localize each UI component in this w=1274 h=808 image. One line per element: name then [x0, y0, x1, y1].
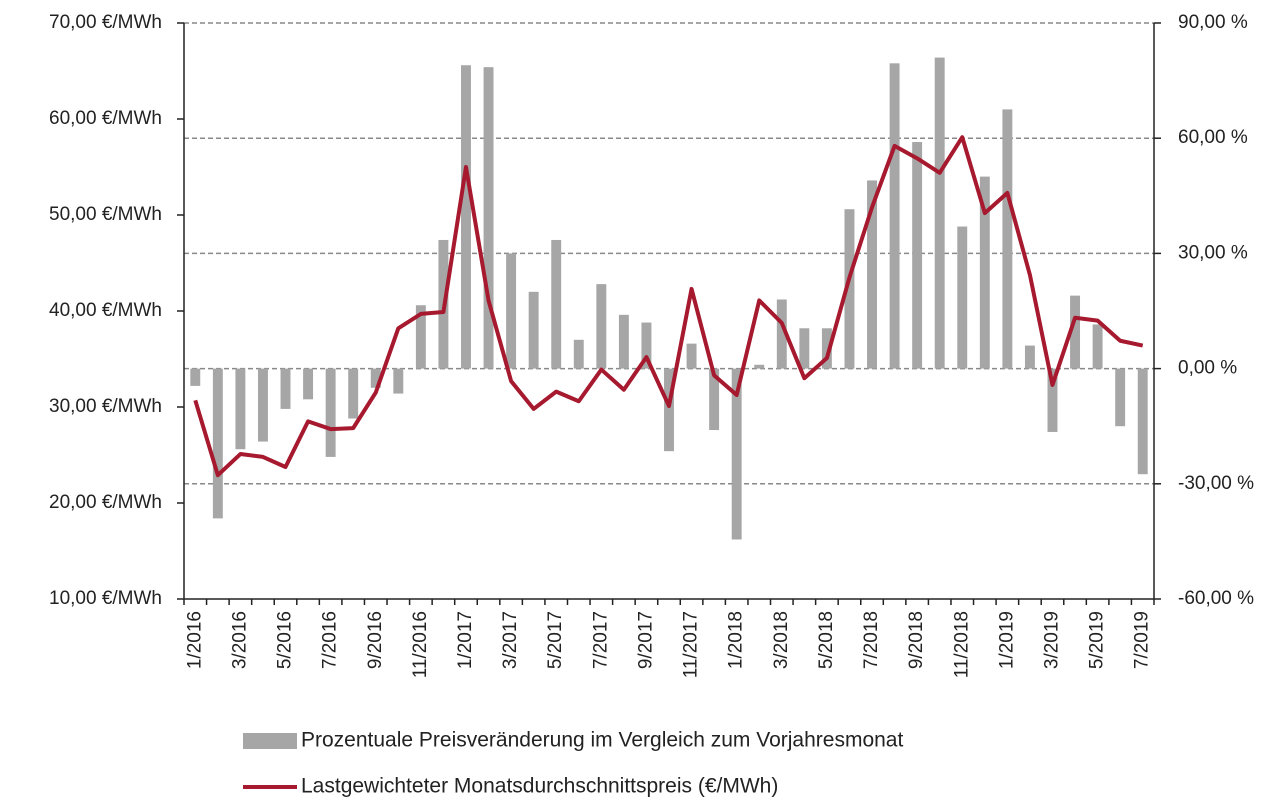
y2-tick-label: 60,00 %: [1178, 127, 1248, 148]
x-tick-label: 5/2016: [275, 611, 296, 669]
bar: [979, 176, 990, 369]
x-tick-label: 5/2018: [816, 611, 837, 669]
x-tick-label: 5/2017: [545, 611, 566, 669]
bar: [844, 209, 855, 369]
x-tick-label: 3/2019: [1042, 611, 1063, 669]
x-tick-label: 1/2019: [996, 611, 1017, 669]
x-tick-label: 7/2019: [1132, 611, 1153, 669]
bar: [1115, 368, 1126, 427]
bar: [731, 368, 742, 540]
x-tick-label: 7/2018: [861, 611, 882, 669]
bar: [415, 305, 426, 369]
y-tick-label: 60,00 €/MWh: [49, 108, 162, 129]
bar: [1092, 324, 1103, 369]
bar: [506, 253, 517, 369]
bar: [821, 328, 832, 369]
bar: [754, 364, 765, 369]
bar: [303, 368, 314, 400]
bar: [348, 368, 359, 419]
y2-tick-label: 30,00 %: [1178, 242, 1248, 263]
x-tick-label: 9/2016: [365, 611, 386, 669]
bar: [190, 368, 201, 386]
bar: [912, 142, 923, 369]
bar: [776, 299, 787, 369]
bar: [573, 339, 584, 369]
bar: [1137, 368, 1148, 475]
y2-tick-label: 90,00 %: [1178, 12, 1248, 33]
legend-label: Prozentuale Preisveränderung im Vergleic…: [301, 729, 903, 752]
bar: [280, 368, 291, 409]
bar: [596, 284, 607, 369]
bar: [934, 57, 945, 369]
x-tick-label: 1/2018: [726, 611, 747, 669]
y2-tick-label: -30,00 %: [1178, 473, 1254, 494]
x-tick-label: 3/2017: [500, 611, 521, 669]
x-tick-label: 7/2017: [590, 611, 611, 669]
bar: [709, 368, 720, 431]
bar: [393, 368, 404, 394]
bar: [483, 67, 494, 369]
line: [193, 135, 1144, 478]
bar: [370, 368, 381, 388]
bar: [1024, 345, 1035, 369]
x-tick-label: 11/2018: [951, 611, 972, 678]
y2-tick-label: -60,00 %: [1178, 588, 1254, 609]
bar: [325, 368, 336, 457]
bar: [257, 368, 268, 442]
x-tick-label: 3/2016: [229, 611, 250, 669]
x-tick-label: 7/2016: [320, 611, 341, 669]
y-tick-label: 40,00 €/MWh: [49, 300, 162, 321]
bar: [212, 368, 223, 519]
bar: [867, 180, 877, 369]
x-tick-label: 11/2016: [410, 611, 431, 678]
y-tick-label: 20,00 €/MWh: [49, 492, 162, 513]
bar: [1002, 109, 1013, 369]
x-tick-label: 5/2019: [1087, 611, 1108, 669]
legend-label: Lastgewichteter Monatsdurchschnittspreis…: [301, 775, 778, 798]
y2-tick-label: 0,00 %: [1178, 358, 1237, 379]
x-tick-label: 11/2017: [681, 611, 702, 678]
bar: [641, 322, 652, 369]
bar: [528, 291, 539, 369]
y-tick-label: 70,00 €/MWh: [49, 12, 162, 33]
legend-swatch: [243, 733, 297, 749]
bar: [551, 239, 562, 369]
bar: [1070, 295, 1081, 369]
bar: [799, 328, 810, 369]
bar: [957, 226, 968, 369]
x-tick-label: 1/2016: [184, 611, 205, 669]
bar: [686, 343, 697, 369]
x-tick-label: 9/2018: [906, 611, 927, 669]
bar: [1047, 368, 1058, 432]
x-tick-label: 9/2017: [635, 611, 656, 669]
bar: [618, 314, 629, 369]
bar: [461, 65, 471, 369]
x-tick-label: 1/2017: [455, 611, 476, 669]
y-tick-label: 10,00 €/MWh: [49, 588, 162, 609]
bar: [664, 368, 674, 452]
y-tick-label: 50,00 €/MWh: [49, 204, 162, 225]
bar: [235, 368, 246, 450]
y-tick-label: 30,00 €/MWh: [49, 396, 162, 417]
bar: [889, 63, 900, 369]
x-tick-label: 3/2018: [771, 611, 792, 669]
